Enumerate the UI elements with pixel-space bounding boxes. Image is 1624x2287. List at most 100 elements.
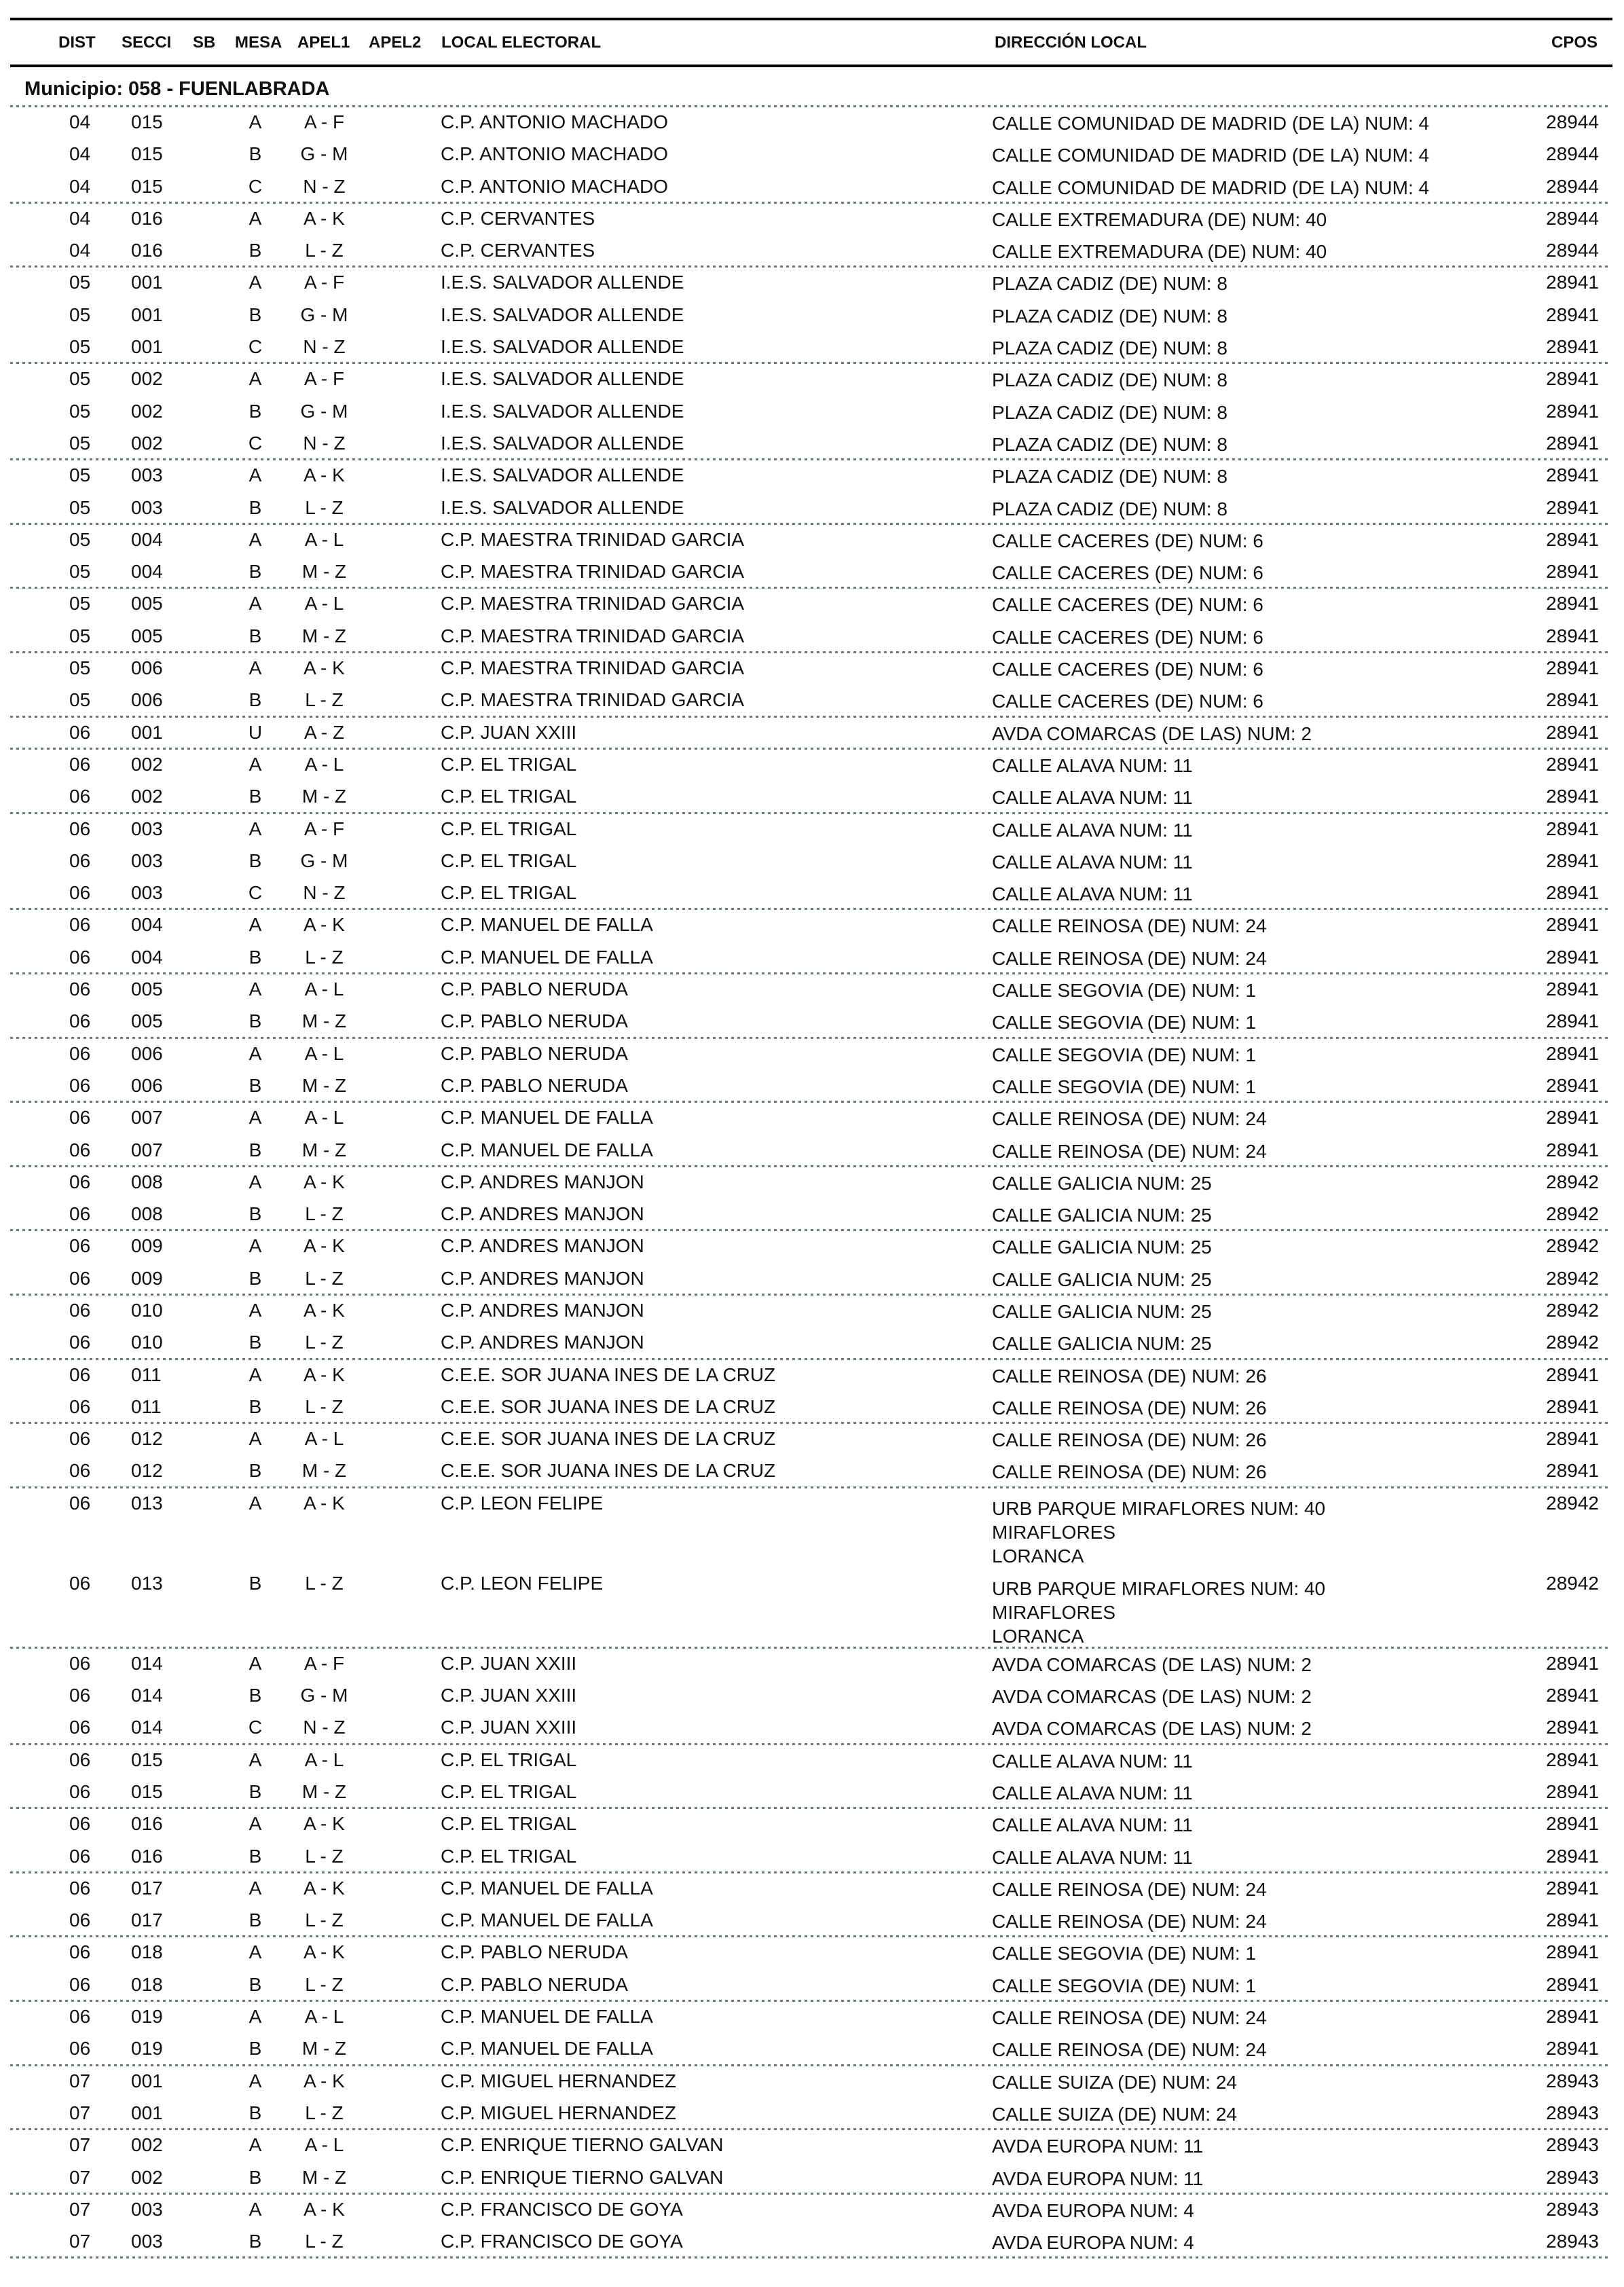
cell-local: C.P. LEON FELIPE <box>441 1572 604 1594</box>
cell-direccion: CALLE ALAVA NUM: 11 <box>992 786 1193 809</box>
col-header-mesa: MESA <box>235 33 282 52</box>
cell-direccion: CALLE REINOSA (DE) NUM: 26 <box>992 1460 1267 1484</box>
cell-local: C.P. ANDRES MANJON <box>441 1171 644 1192</box>
direccion-line: CALLE REINOSA (DE) NUM: 26 <box>992 1461 1267 1483</box>
cell-local: C.P. ANDRES MANJON <box>441 1332 644 1353</box>
cell-local: C.P. MAESTRA TRINIDAD GARCIA <box>441 657 745 679</box>
cell-dist: 06 <box>69 1973 91 1995</box>
cell-apel1: A - Z <box>303 721 345 743</box>
cell-secci: 003 <box>131 849 163 871</box>
table-row: 06 014 B G - M C.P. JUAN XXIII 28941 AVDA COMA… <box>0 1679 1624 1711</box>
cell-dist: 06 <box>69 1492 91 1514</box>
cell-cpos: 28942 <box>1546 1203 1599 1225</box>
cell-direccion: CALLE GALICIA NUM: 25 <box>992 1235 1212 1259</box>
cell-direccion: CALLE REINOSA (DE) NUM: 24 <box>992 2006 1267 2030</box>
cell-dist: 06 <box>69 1877 91 1899</box>
direccion-line: AVDA EUROPA NUM: 11 <box>992 2136 1204 2157</box>
cell-apel1: M - Z <box>301 786 347 807</box>
cell-mesa: A <box>248 207 262 229</box>
cell-dist: 06 <box>69 1749 91 1770</box>
cell-dist: 06 <box>69 1299 91 1321</box>
cell-cpos: 28941 <box>1546 1364 1599 1385</box>
cell-local: C.E.E. SOR JUANA INES DE LA CRUZ <box>441 1428 776 1450</box>
cell-direccion: AVDA COMARCAS (DE LAS) NUM: 2 <box>992 1685 1312 1708</box>
cell-direccion: CALLE ALAVA NUM: 11 <box>992 754 1193 777</box>
cell-mesa: B <box>248 1909 262 1931</box>
cell-dist: 06 <box>69 1652 91 1674</box>
cell-apel1: A - L <box>304 528 344 550</box>
cell-local: I.E.S. SALVADOR ALLENDE <box>441 464 684 486</box>
cell-cpos: 28941 <box>1546 721 1599 743</box>
cell-apel1: A - K <box>303 1492 345 1514</box>
table-row: 06 010 B L - Z C.P. ANDRES MANJON 28942 CALLE … <box>0 1326 1624 1358</box>
table-row: 04 015 A A - F C.P. ANTONIO MACHADO 28944 CALL… <box>0 105 1624 138</box>
cell-cpos: 28942 <box>1546 1332 1599 1353</box>
table-row: 04 016 A A - K C.P. CERVANTES 28944 CALLE EXTR… <box>0 201 1624 234</box>
cell-dist: 06 <box>69 1428 91 1450</box>
cell-apel1: G - M <box>300 143 348 165</box>
table-row: 06 010 A A - K C.P. ANDRES MANJON 28942 CALLE … <box>0 1293 1624 1326</box>
direccion-line: CALLE REINOSA (DE) NUM: 26 <box>992 1429 1267 1451</box>
cell-cpos: 28942 <box>1546 1572 1599 1594</box>
group-separator <box>10 105 1610 107</box>
cell-dist: 07 <box>69 2198 91 2220</box>
group-separator <box>10 458 1610 461</box>
direccion-line: CALLE SEGOVIA (DE) NUM: 1 <box>992 1076 1256 1097</box>
cell-dist: 05 <box>69 528 91 550</box>
direccion-line: AVDA COMARCAS (DE LAS) NUM: 2 <box>992 1653 1312 1675</box>
table-row: 06 017 A A - K C.P. MANUEL DE FALLA 28941 CALL… <box>0 1871 1624 1904</box>
table-row: 07 003 A A - K C.P. FRANCISCO DE GOYA 28943 AV… <box>0 2192 1624 2225</box>
direccion-line: MIRAFLORES <box>992 1601 1116 1623</box>
direccion-line: AVDA EUROPA NUM: 11 <box>992 2167 1204 2189</box>
cell-secci: 005 <box>131 625 163 646</box>
cell-dist: 07 <box>69 2166 91 2188</box>
cell-mesa: B <box>248 496 262 518</box>
cell-apel1: A - F <box>303 272 345 293</box>
cell-direccion: PLAZA CADIZ (DE) NUM: 8 <box>992 464 1228 488</box>
cell-cpos: 28941 <box>1546 1749 1599 1770</box>
cell-local: C.P. ENRIQUE TIERNO GALVAN <box>441 2166 724 2188</box>
cell-mesa: B <box>248 1139 262 1160</box>
cell-local: C.P. JUAN XXIII <box>441 721 577 743</box>
group-separator <box>10 266 1610 268</box>
cell-local: C.P. PABLO NERUDA <box>441 1941 628 1963</box>
direccion-line: AVDA COMARCAS (DE LAS) NUM: 2 <box>992 722 1312 744</box>
cell-cpos: 28941 <box>1546 1428 1599 1450</box>
group-separator <box>10 2256 1610 2259</box>
cell-local: C.P. EL TRIGAL <box>441 818 577 839</box>
cell-secci: 003 <box>131 2231 163 2252</box>
cell-mesa: B <box>248 1780 262 1802</box>
cell-mesa: A <box>248 753 262 775</box>
cell-mesa: A <box>248 464 262 486</box>
group-separator <box>10 1871 1610 1873</box>
direccion-line: PLAZA CADIZ (DE) NUM: 8 <box>992 433 1228 455</box>
direccion-line: PLAZA CADIZ (DE) NUM: 8 <box>992 273 1228 295</box>
cell-dist: 06 <box>69 1042 91 1064</box>
cell-mesa: C <box>248 336 263 358</box>
direccion-line: CALLE GALICIA NUM: 25 <box>992 1205 1212 1226</box>
cell-dist: 05 <box>69 657 91 679</box>
group-separator <box>10 1357 1610 1360</box>
cell-dist: 06 <box>69 1845 91 1867</box>
cell-apel1: A - L <box>304 2134 344 2156</box>
cell-local: I.E.S. SALVADOR ALLENDE <box>441 432 684 454</box>
cell-mesa: A <box>248 2198 262 2220</box>
table-row: 06 005 B M - Z C.P. PABLO NERUDA 28941 CALLE S… <box>0 1005 1624 1037</box>
cell-dist: 06 <box>69 2038 91 2060</box>
cell-dist: 06 <box>69 753 91 775</box>
cell-secci: 006 <box>131 689 163 711</box>
cell-secci: 017 <box>131 1909 163 1931</box>
cell-cpos: 28943 <box>1546 2102 1599 2123</box>
cell-apel1: A - F <box>303 818 345 839</box>
cell-dist: 07 <box>69 2231 91 2252</box>
table-row: 06 006 A A - L C.P. PABLO NERUDA 28941 CALLE S… <box>0 1036 1624 1069</box>
cell-direccion: PLAZA CADIZ (DE) NUM: 8 <box>992 368 1228 392</box>
direccion-line: PLAZA CADIZ (DE) NUM: 8 <box>992 337 1228 359</box>
direccion-line: CALLE REINOSA (DE) NUM: 24 <box>992 915 1267 937</box>
col-header-apel2: APEL2 <box>369 33 422 52</box>
direccion-line: CALLE GALICIA NUM: 25 <box>992 1172 1212 1194</box>
cell-mesa: A <box>248 593 262 615</box>
direccion-line: CALLE GALICIA NUM: 25 <box>992 1300 1212 1322</box>
cell-apel1: L - Z <box>305 2102 344 2123</box>
table-row: 06 003 A A - F C.P. EL TRIGAL 28941 CALLE ALAV… <box>0 811 1624 845</box>
